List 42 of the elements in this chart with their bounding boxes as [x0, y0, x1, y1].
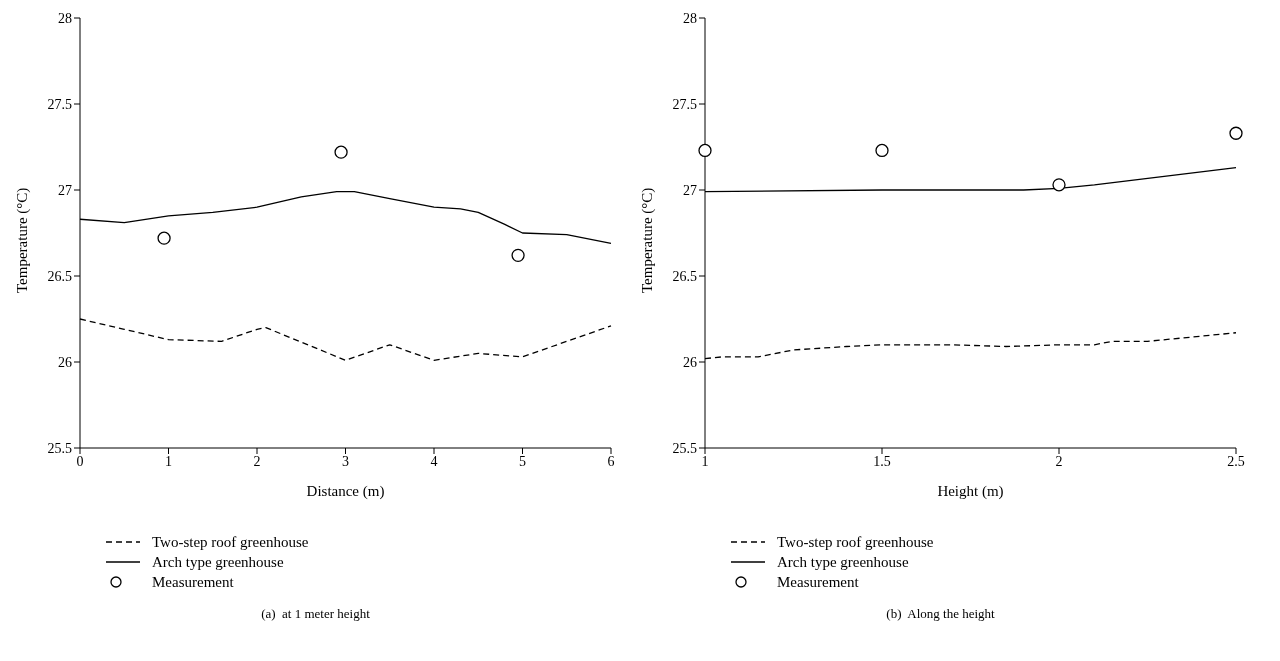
point — [1052, 178, 1066, 192]
x-tick-label: 2.5 — [1227, 453, 1245, 469]
legend-label: Two-step roof greenhouse — [777, 533, 934, 551]
x-tick-label: 0 — [76, 453, 84, 469]
x-tick-label: 3 — [342, 453, 349, 469]
x-axis-title: Height (m) — [937, 483, 1004, 500]
y-tick-label: 25.5 — [47, 440, 72, 456]
y-tick-label: 26 — [58, 354, 72, 370]
x-tick-label: 4 — [430, 453, 438, 469]
y-tick-label: 26.5 — [47, 268, 72, 284]
y-tick-label: 27 — [58, 182, 72, 198]
legend-label: Measurement — [777, 573, 859, 591]
point — [334, 145, 348, 159]
point — [698, 143, 712, 158]
y-tick-label: 27 — [683, 182, 697, 198]
legend-label: Measurement — [152, 573, 234, 591]
x-tick-label: 5 — [519, 453, 526, 469]
y-tick-label: 26 — [683, 354, 697, 370]
x-tick-label: 2 — [253, 453, 261, 469]
x-axis-title: Distance (m) — [306, 483, 385, 500]
x-tick-label: 1 — [165, 453, 172, 469]
x-tick-label: 6 — [607, 453, 615, 469]
y-tick-label: 25.5 — [672, 440, 697, 456]
x-tick-label: 1 — [701, 453, 709, 469]
x-tick-label: 1.5 — [873, 453, 891, 469]
y-tick-label: 28 — [683, 10, 697, 26]
y-tick-label: 26.5 — [672, 268, 697, 284]
point — [511, 248, 525, 263]
legend-label: Arch type greenhouse — [152, 553, 284, 571]
y-tick-label: 27.5 — [672, 96, 697, 112]
point — [1229, 126, 1243, 140]
y-axis-title: Temperature (°C) — [639, 187, 657, 293]
legend-label: Arch type greenhouse — [777, 553, 909, 571]
text: (a) at 1 meter height — [260, 606, 371, 622]
point — [875, 143, 889, 158]
legend-label: Two-step roof greenhouse — [152, 533, 309, 551]
y-tick-label: 27.5 — [47, 96, 72, 112]
x-tick-label: 2 — [1055, 453, 1063, 469]
point — [157, 231, 171, 245]
y-tick-label: 28 — [58, 10, 72, 26]
y-axis-title: Temperature (°C) — [14, 187, 32, 293]
text: (b) Along the height — [885, 606, 996, 622]
